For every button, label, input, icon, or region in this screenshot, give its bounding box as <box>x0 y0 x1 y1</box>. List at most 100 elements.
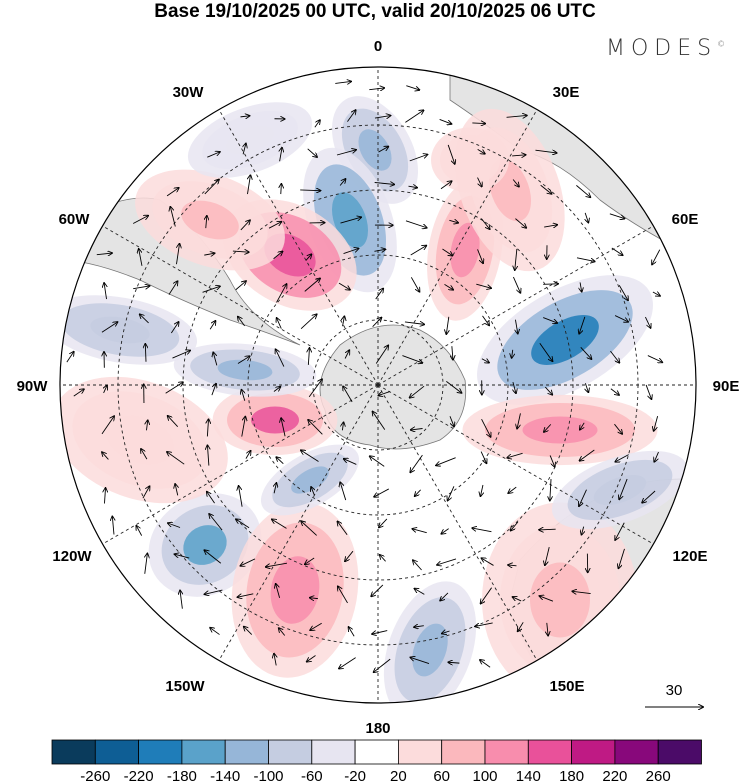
wind-arrow <box>654 416 659 431</box>
wind-arrow <box>202 286 220 293</box>
anomaly-blob <box>231 502 359 678</box>
wind-arrow <box>141 449 148 460</box>
wind-arrow <box>585 212 588 223</box>
wind-arrow <box>272 519 287 529</box>
wind-arrow <box>304 278 320 292</box>
wind-arrow <box>449 416 454 426</box>
lon-label-150e: 150E <box>549 678 584 695</box>
wind-arrow <box>580 282 582 291</box>
wind-arrow <box>335 81 351 83</box>
wind-arrow <box>414 626 424 627</box>
colorbar-label: -260 <box>80 768 110 783</box>
wind-arrow <box>645 316 650 328</box>
wind-arrow <box>507 452 523 457</box>
wind-arrow <box>610 350 619 363</box>
wind-arrow <box>104 283 106 300</box>
wind-arrow <box>165 382 183 394</box>
wind-arrow <box>579 316 586 334</box>
colorbar-swatch <box>268 739 313 765</box>
latitude-circle <box>247 254 509 516</box>
wind-arrow <box>167 452 185 465</box>
wind-arrow <box>609 213 625 219</box>
wind-arrow <box>307 655 316 662</box>
wind-arrow <box>300 190 320 191</box>
wind-arrow <box>410 385 425 398</box>
reference-vector: 30 <box>645 682 703 707</box>
meridian-line <box>377 98 544 386</box>
wind-arrow <box>338 586 348 604</box>
wind-arrow <box>307 148 317 157</box>
wind-arrow <box>237 593 254 597</box>
wind-arrow <box>268 222 281 229</box>
colorbar-swatch <box>527 739 572 765</box>
colorbar-label: -220 <box>124 768 154 783</box>
wind-arrow <box>508 565 517 566</box>
wind-arrow <box>645 384 651 399</box>
wind-arrow <box>339 657 356 669</box>
colorbar-swatch <box>484 739 529 765</box>
anomaly-blob <box>173 343 317 397</box>
wind-arrow <box>347 110 355 122</box>
wind-arrow <box>96 253 112 255</box>
wind-arrow <box>452 346 453 360</box>
wind-arrow <box>410 454 423 472</box>
wind-arrow <box>410 246 427 256</box>
wind-arrow <box>580 422 584 430</box>
wind-arrow <box>207 152 220 158</box>
wind-arrow <box>247 175 250 195</box>
wind-arrow <box>547 622 548 636</box>
wind-arrow <box>308 379 322 398</box>
lon-label-90w: 90W <box>17 378 49 395</box>
wind-arrow <box>168 523 181 528</box>
wind-arrow <box>104 488 105 504</box>
wind-arrow <box>73 389 84 397</box>
map-title: Base 19/10/2025 00 UTC, valid 20/10/2025… <box>154 1 596 22</box>
wind-arrow <box>540 184 552 194</box>
wind-arrow <box>235 281 246 291</box>
wind-arrow <box>618 548 625 568</box>
wind-arrow <box>410 657 430 664</box>
wind-arrow <box>480 660 491 668</box>
wind-arrow <box>475 622 493 626</box>
colorbar-swatch <box>397 739 443 765</box>
wind-arrow <box>440 181 452 190</box>
wind-arrow <box>168 281 178 295</box>
anomaly-blob <box>60 376 228 504</box>
wind-arrow <box>550 479 551 500</box>
colorbar-label: 20 <box>390 768 407 783</box>
wind-arrow <box>170 322 178 334</box>
anomaly-blob <box>148 493 262 597</box>
wind-arrow <box>301 521 317 536</box>
colorbar-swatch <box>354 739 399 765</box>
colorbar-swatch <box>94 739 140 765</box>
colorbar-label: 180 <box>559 768 584 783</box>
wind-arrow <box>276 457 284 465</box>
wind-arrow <box>448 486 455 500</box>
wind-arrow <box>440 592 449 601</box>
wind-arrow <box>413 560 422 571</box>
wind-arrow <box>209 514 223 531</box>
wind-arrow <box>142 486 150 499</box>
lon-label-150w: 150W <box>165 678 205 695</box>
wind-arrow <box>618 285 628 300</box>
colorbar-swatch <box>657 739 702 765</box>
wind-arrow <box>472 528 492 533</box>
wind-arrow <box>145 344 146 362</box>
wind-arrow <box>204 550 222 564</box>
wind-arrow <box>207 492 215 504</box>
colorbar-swatch <box>571 739 616 765</box>
graticule <box>60 67 696 703</box>
anomaly-blob <box>60 295 198 365</box>
wind-arrow <box>535 150 556 153</box>
wind-arrow <box>545 547 550 565</box>
wind-arrow <box>512 155 525 156</box>
anomaly-blob <box>212 384 338 456</box>
wind-arrow <box>237 356 250 364</box>
colorbar-label: 220 <box>602 768 627 783</box>
wind-arrow <box>378 391 390 396</box>
wind-arrow <box>415 489 421 496</box>
wind-arrow <box>576 257 595 262</box>
wind-arrow <box>133 286 149 289</box>
wind-arrow <box>517 413 521 428</box>
